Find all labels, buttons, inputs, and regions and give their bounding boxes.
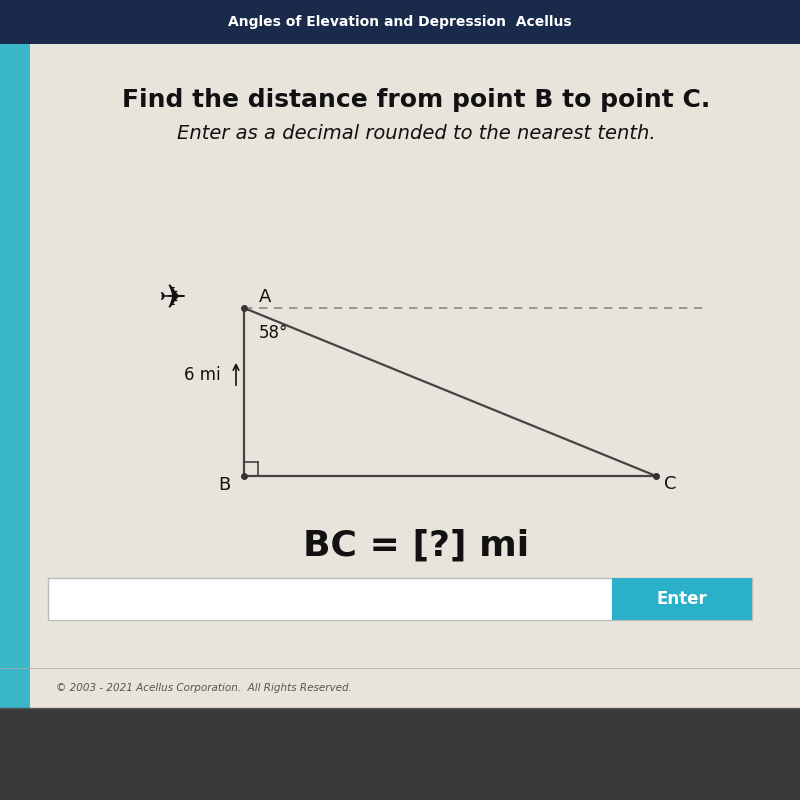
Text: BC = [?] mi: BC = [?] mi — [303, 529, 529, 562]
Bar — [0, 708, 800, 800]
Text: Angles of Elevation and Depression  Acellus: Angles of Elevation and Depression Acell… — [228, 15, 572, 29]
Text: Find the distance from point B to point C.: Find the distance from point B to point … — [122, 88, 710, 112]
Text: 58°: 58° — [258, 325, 288, 342]
Bar — [0, 0, 800, 44]
Bar — [612, 578, 752, 620]
Bar — [48, 578, 752, 620]
Text: Enter as a decimal rounded to the nearest tenth.: Enter as a decimal rounded to the neares… — [177, 124, 655, 143]
Text: C: C — [664, 475, 677, 493]
Text: © 2003 - 2021 Acellus Corporation.  All Rights Reserved.: © 2003 - 2021 Acellus Corporation. All R… — [56, 683, 352, 693]
Text: B: B — [218, 476, 230, 494]
Text: A: A — [258, 288, 270, 306]
Text: 6 mi: 6 mi — [184, 366, 221, 384]
Text: ✈: ✈ — [158, 282, 186, 315]
Bar — [0, 44, 30, 708]
Text: Enter: Enter — [657, 590, 707, 608]
